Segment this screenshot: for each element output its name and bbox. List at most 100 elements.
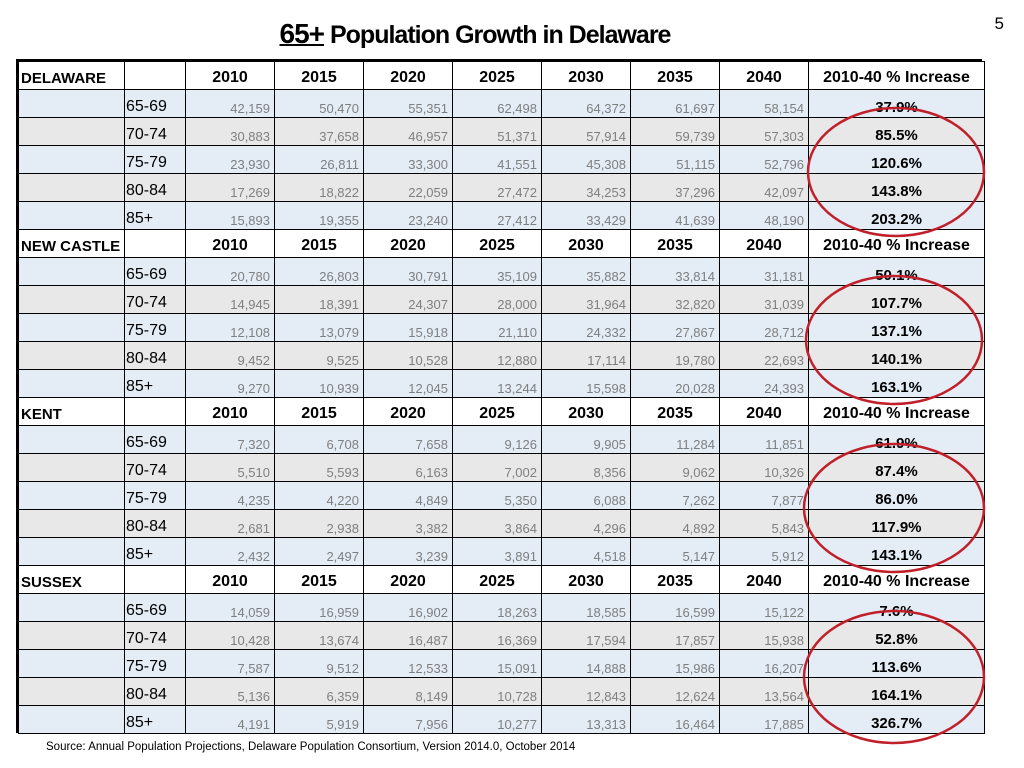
region-name: DELAWARE xyxy=(18,61,125,90)
population-value: 9,525 xyxy=(274,341,364,370)
age-group: 75-79 xyxy=(124,649,186,678)
blank-cell xyxy=(18,481,125,510)
population-value: 2,432 xyxy=(185,537,275,566)
population-value: 8,149 xyxy=(363,677,453,706)
population-value: 17,857 xyxy=(630,621,720,650)
population-value: 10,326 xyxy=(719,453,809,482)
pct-increase: 113.6% xyxy=(808,649,985,678)
population-value: 9,512 xyxy=(274,649,364,678)
pct-increase: 107.7% xyxy=(808,285,985,314)
population-value: 15,893 xyxy=(185,201,275,230)
pct-increase: 85.5% xyxy=(808,117,985,146)
year-header: 2025 xyxy=(452,61,542,90)
pct-increase: 117.9% xyxy=(808,509,985,538)
age-group: 65-69 xyxy=(124,89,186,118)
table-row: 85+ 4,191 5,919 7,956 10,277 13,313 16,464 17,8… xyxy=(18,705,985,734)
population-value: 52,796 xyxy=(719,145,809,174)
population-value: 7,587 xyxy=(185,649,275,678)
age-group: 65-69 xyxy=(124,257,186,286)
population-value: 31,964 xyxy=(541,285,631,314)
population-value: 19,780 xyxy=(630,341,720,370)
table-row: 80-84 5,136 6,359 8,149 10,728 12,843 12,624 13… xyxy=(18,677,985,706)
population-value: 9,270 xyxy=(185,369,275,398)
blank-cell xyxy=(18,89,125,118)
pct-increase: 61.9% xyxy=(808,425,985,454)
blank-cell xyxy=(124,565,186,594)
population-value: 6,359 xyxy=(274,677,364,706)
year-header: 2035 xyxy=(630,61,720,90)
blank-cell xyxy=(18,257,125,286)
age-group: 80-84 xyxy=(124,509,186,538)
age-group: 85+ xyxy=(124,201,186,230)
population-value: 24,332 xyxy=(541,313,631,342)
table-row: 65-69 7,320 6,708 7,658 9,126 9,905 11,284 11,8… xyxy=(18,425,985,454)
year-header: 2010 xyxy=(185,397,275,426)
age-group: 75-79 xyxy=(124,313,186,342)
population-value: 11,851 xyxy=(719,425,809,454)
population-table-container: DELAWARE 2010 2015 2020 2025 2030 2035 2040 2010… xyxy=(16,59,985,734)
population-value: 2,497 xyxy=(274,537,364,566)
population-value: 13,674 xyxy=(274,621,364,650)
population-value: 14,888 xyxy=(541,649,631,678)
blank-cell xyxy=(18,117,125,146)
page-number: 5 xyxy=(994,14,1004,33)
blank-cell xyxy=(18,593,125,622)
pct-increase: 52.8% xyxy=(808,621,985,650)
population-value: 34,253 xyxy=(541,173,631,202)
blank-cell xyxy=(18,705,125,734)
population-value: 15,122 xyxy=(719,593,809,622)
population-value: 28,000 xyxy=(452,285,542,314)
population-value: 9,452 xyxy=(185,341,275,370)
year-header: 2010 xyxy=(185,61,275,90)
population-value: 57,914 xyxy=(541,117,631,146)
population-value: 15,918 xyxy=(363,313,453,342)
age-group: 70-74 xyxy=(124,621,186,650)
table-row: 80-84 9,452 9,525 10,528 12,880 17,114 19,780 2… xyxy=(18,341,985,370)
population-value: 30,883 xyxy=(185,117,275,146)
population-value: 27,412 xyxy=(452,201,542,230)
age-group: 75-79 xyxy=(124,481,186,510)
population-value: 4,191 xyxy=(185,705,275,734)
population-value: 10,277 xyxy=(452,705,542,734)
population-value: 48,190 xyxy=(719,201,809,230)
region-name: NEW CASTLE xyxy=(18,229,125,258)
year-header: 2015 xyxy=(274,229,364,258)
age-group: 80-84 xyxy=(124,677,186,706)
pct-increase: 140.1% xyxy=(808,341,985,370)
population-value: 11,284 xyxy=(630,425,720,454)
year-header: 2025 xyxy=(452,565,542,594)
population-value: 18,263 xyxy=(452,593,542,622)
table-row: 85+ 15,893 19,355 23,240 27,412 33,429 41,639 4… xyxy=(18,201,985,230)
year-header: 2035 xyxy=(630,229,720,258)
population-value: 61,697 xyxy=(630,89,720,118)
blank-cell xyxy=(18,509,125,538)
population-value: 33,429 xyxy=(541,201,631,230)
population-value: 41,639 xyxy=(630,201,720,230)
population-value: 7,658 xyxy=(363,425,453,454)
population-value: 27,867 xyxy=(630,313,720,342)
population-value: 35,882 xyxy=(541,257,631,286)
age-group: 65-69 xyxy=(124,593,186,622)
population-value: 12,880 xyxy=(452,341,542,370)
population-value: 62,498 xyxy=(452,89,542,118)
population-value: 4,296 xyxy=(541,509,631,538)
age-group: 70-74 xyxy=(124,285,186,314)
population-value: 50,470 xyxy=(274,89,364,118)
population-value: 16,464 xyxy=(630,705,720,734)
population-value: 41,551 xyxy=(452,145,542,174)
population-value: 31,181 xyxy=(719,257,809,286)
table-row: 65-69 20,780 26,803 30,791 35,109 35,882 33,81… xyxy=(18,257,985,286)
year-header: 2030 xyxy=(541,61,631,90)
population-value: 30,791 xyxy=(363,257,453,286)
page-title: 65+ Population Growth in Delaware xyxy=(0,18,950,50)
population-value: 12,624 xyxy=(630,677,720,706)
region-header-row: SUSSEX 2010 2015 2020 2025 2030 2035 2040 2010-4… xyxy=(18,565,985,594)
pct-increase: 163.1% xyxy=(808,369,985,398)
population-value: 59,739 xyxy=(630,117,720,146)
pct-increase: 37.9% xyxy=(808,89,985,118)
population-value: 37,658 xyxy=(274,117,364,146)
table-row: 75-79 7,587 9,512 12,533 15,091 14,888 15,986 1… xyxy=(18,649,985,678)
age-group: 70-74 xyxy=(124,117,186,146)
population-value: 58,154 xyxy=(719,89,809,118)
population-value: 20,028 xyxy=(630,369,720,398)
